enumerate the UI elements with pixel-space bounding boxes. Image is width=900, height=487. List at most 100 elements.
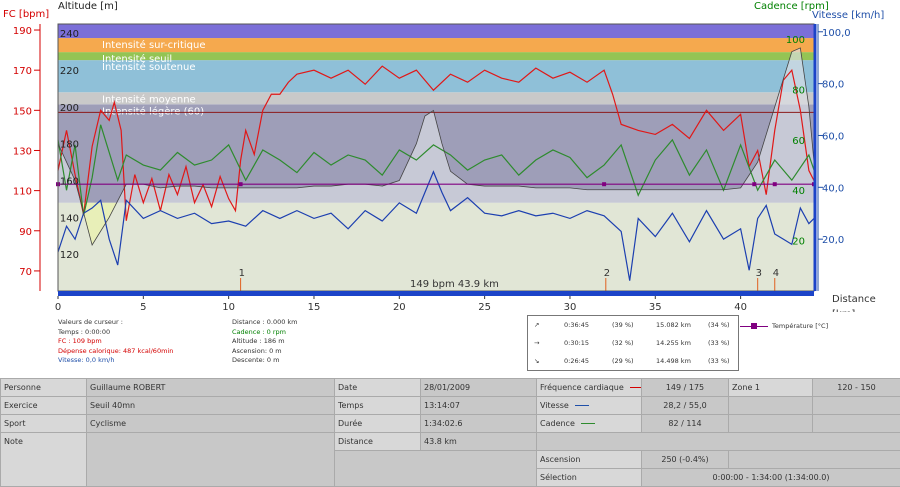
cadence-tick-label: 100: [786, 35, 805, 46]
bottom-label: 149 bpm 43.9 km: [410, 279, 499, 290]
info-row: Personne Guillaume ROBERT Date 28/01/200…: [1, 379, 900, 397]
personne-label: Personne: [1, 379, 87, 397]
terrain-pct-distance: (33 %): [708, 339, 730, 347]
cadence-legend: Cadence: [537, 415, 642, 433]
selection-value: 0:00:00 - 1:34:00 (1:34:00.0): [642, 469, 900, 487]
empty-cell: [729, 415, 813, 433]
ascension-label: Ascension: [537, 451, 642, 469]
terrain-distance: 14.498 km: [656, 357, 691, 365]
terrain-pct-distance: (34 %): [708, 321, 730, 329]
distance-tick-label: 20: [393, 302, 406, 312]
note-label: Note: [1, 433, 87, 487]
cursor-line: Altitude : 186 m: [232, 337, 298, 347]
vitesse-legend: Vitesse: [537, 397, 642, 415]
zone-label: Zone 1: [729, 379, 813, 397]
fc-tick-label: 110: [13, 187, 32, 198]
fc-tick-label: 150: [13, 106, 32, 117]
exercice-value: Seuil 40mn: [87, 397, 335, 415]
sport-value: Cyclisme: [87, 415, 335, 433]
fc-label: Fréquence cardiaque: [540, 383, 624, 392]
altitude-axis-title: Altitude [m]: [58, 1, 118, 12]
fc-value: 149 / 175: [642, 379, 729, 397]
terrain-row-flat: → 0:30:15 (32 %) 14.255 km (33 %): [528, 334, 738, 352]
vitesse-label: Vitesse: [540, 401, 569, 410]
session-info-table: Personne Guillaume ROBERT Date 28/01/200…: [0, 378, 900, 487]
fc-axis-title: FC [bpm]: [3, 9, 49, 20]
empty-cell: [729, 451, 900, 469]
cadence-value: 82 / 114: [642, 415, 729, 433]
cadence-tick-label: 80: [792, 85, 805, 96]
lap-marker-label: 4: [773, 268, 779, 279]
cadence-label: Cadence: [540, 419, 575, 428]
terrain-time: 0:30:15: [564, 339, 589, 347]
vitesse-value: 28,2 / 55,0: [642, 397, 729, 415]
zone-value: 120 - 150: [813, 379, 900, 397]
terrain-pct-distance: (33 %): [708, 357, 730, 365]
distance-tick-label: 10: [222, 302, 235, 312]
terrain-row-downhill: ↘ 0:26:45 (29 %) 14.498 km (33 %): [528, 352, 738, 370]
empty-cell: [729, 397, 813, 415]
temps-label: Temps: [335, 397, 421, 415]
altitude-tick-label: 220: [60, 66, 79, 77]
terrain-time: 0:26:45: [564, 357, 589, 365]
cursor-values-col2: Distance : 0.000 km Cadence : 0 rpm Alti…: [232, 318, 298, 366]
terrain-distance: 15.082 km: [656, 321, 691, 329]
temperature-point: [752, 182, 756, 186]
sport-label: Sport: [1, 415, 87, 433]
personne-value: Guillaume ROBERT: [87, 379, 335, 397]
cursor-line: Vitesse: 0,0 km/h: [58, 356, 173, 366]
info-row: Sport Cyclisme Durée 1:34:02.6 Cadence 8…: [1, 415, 900, 433]
info-row: Note Distance 43.8 km: [1, 433, 900, 451]
altitude-tick-label: 200: [60, 103, 79, 114]
empty-cell: [813, 415, 900, 433]
position-bar: [58, 291, 814, 296]
cadence-swatch: [581, 423, 595, 424]
altitude-tick-label: 140: [60, 213, 79, 224]
fc-tick-label: 170: [13, 66, 32, 77]
terrain-summary-table: ↗ 0:36:45 (39 %) 15.082 km (34 %) → 0:30…: [527, 315, 739, 371]
cadence-tick-label: 20: [792, 237, 805, 248]
cursor-line: Temps : 0:00:00: [58, 328, 173, 338]
fc-legend: Fréquence cardiaque: [537, 379, 642, 397]
distance-tick-label: 0: [55, 302, 61, 312]
cursor-line: Cadence : 0 rpm: [232, 328, 298, 338]
zone-label: Intensité moyenne: [102, 93, 196, 105]
downhill-icon: ↘: [534, 357, 539, 365]
distance-tick-label: 40: [734, 302, 747, 312]
altitude-tick-label: 180: [60, 140, 79, 151]
cadence-tick-label: 40: [792, 186, 805, 197]
cursor-line: Ascension: 0 m: [232, 347, 298, 357]
fc-swatch: [630, 387, 642, 388]
lap-marker-label: 1: [239, 268, 245, 279]
altitude-tick-label: 160: [60, 177, 79, 188]
terrain-row-uphill: ↗ 0:36:45 (39 %) 15.082 km (34 %): [528, 316, 738, 334]
note-value[interactable]: [87, 433, 335, 487]
distance-tick-label: 15: [308, 302, 321, 312]
empty-cell: [335, 451, 537, 487]
duree-value: 1:34:02.6: [421, 415, 537, 433]
empty-cell: [813, 397, 900, 415]
zone-band: [58, 24, 814, 38]
temperature-point: [602, 182, 606, 186]
cursor-line: Dépense calorique: 487 kcal/60min: [58, 347, 173, 357]
cursor-line: FC : 109 bpm: [58, 337, 173, 347]
lap-marker-label: 3: [756, 268, 762, 279]
duree-label: Durée: [335, 415, 421, 433]
fc-tick-label: 130: [13, 146, 32, 157]
cursor-values-col1: Valeurs de curseur : Temps : 0:00:00 FC …: [58, 318, 173, 366]
altitude-tick-label: 120: [60, 250, 79, 261]
training-chart[interactable]: Intensité légère (60)Intensité moyenneIn…: [0, 0, 900, 312]
temps-value: 13:14:07: [421, 397, 537, 415]
flat-icon: →: [534, 339, 539, 347]
temperature-marker-icon: [740, 326, 768, 327]
distance-tick-label: 25: [478, 302, 491, 312]
distance-value: 43.8 km: [421, 433, 537, 451]
distance-tick-label: 35: [649, 302, 662, 312]
cadence-tick-label: 60: [792, 136, 805, 147]
distance-tick-label: 5: [140, 302, 146, 312]
terrain-pct-time: (29 %): [612, 357, 634, 365]
distance-axis-title: Distance: [832, 294, 876, 305]
terrain-time: 0:36:45: [564, 321, 589, 329]
vitesse-tick-label: 40,0: [822, 183, 844, 194]
vitesse-swatch: [575, 405, 589, 406]
